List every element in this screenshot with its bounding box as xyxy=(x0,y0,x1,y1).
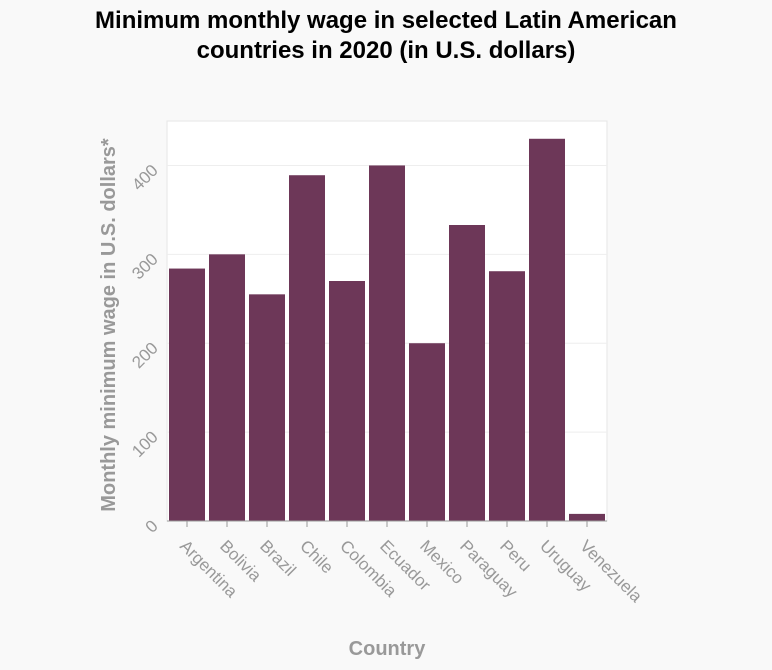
bar-brazil xyxy=(249,294,285,521)
bar-ecuador xyxy=(369,165,405,521)
bar-mexico xyxy=(409,343,445,521)
chart-title-line-1: Minimum monthly wage in selected Latin A… xyxy=(95,7,677,34)
bar-venezuela xyxy=(569,513,605,521)
bar-bolivia xyxy=(209,254,245,522)
chart-title-line-2: countries in 2020 (in U.S. dollars) xyxy=(197,37,576,64)
bars xyxy=(169,138,605,522)
bar-argentina xyxy=(169,268,205,521)
y-axis-title: Monthly minimum wage in U.S. dollars* xyxy=(98,138,120,512)
bar-uruguay xyxy=(529,138,565,521)
x-axis-title: Country xyxy=(349,638,427,660)
bar-paraguay xyxy=(449,225,485,521)
bar-colombia xyxy=(329,281,365,521)
bar-chile xyxy=(289,175,325,521)
x-tick-marks xyxy=(186,521,588,527)
bar-peru xyxy=(489,271,525,521)
